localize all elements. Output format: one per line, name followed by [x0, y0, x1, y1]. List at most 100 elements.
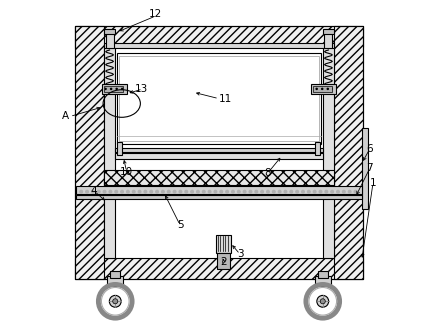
Circle shape	[97, 190, 100, 193]
Circle shape	[92, 190, 94, 193]
Text: 6: 6	[367, 144, 373, 154]
Circle shape	[309, 287, 336, 315]
Bar	[110, 271, 120, 278]
Circle shape	[185, 190, 187, 193]
Bar	[75, 26, 363, 279]
Circle shape	[237, 190, 240, 193]
Bar	[117, 53, 321, 144]
Circle shape	[290, 190, 293, 193]
Circle shape	[173, 190, 176, 193]
Circle shape	[115, 190, 117, 193]
Circle shape	[278, 190, 281, 193]
Bar	[104, 170, 334, 184]
Bar	[104, 47, 334, 258]
Circle shape	[306, 284, 339, 318]
Bar	[325, 29, 332, 48]
Circle shape	[232, 190, 234, 193]
Circle shape	[99, 284, 132, 318]
Circle shape	[261, 190, 263, 193]
Text: 7: 7	[367, 164, 373, 173]
Circle shape	[80, 190, 82, 193]
Bar	[75, 26, 104, 279]
Circle shape	[255, 190, 258, 193]
Text: A: A	[61, 112, 69, 122]
Circle shape	[191, 190, 194, 193]
Bar	[104, 43, 334, 48]
Text: 1: 1	[370, 178, 376, 188]
Circle shape	[348, 190, 351, 193]
Circle shape	[296, 190, 298, 193]
Bar	[104, 86, 124, 92]
Circle shape	[162, 190, 164, 193]
Bar	[323, 29, 334, 34]
Circle shape	[202, 190, 205, 193]
Circle shape	[325, 190, 328, 193]
Bar	[75, 258, 363, 279]
Circle shape	[156, 190, 159, 193]
Circle shape	[138, 190, 141, 193]
Bar	[314, 276, 331, 286]
Bar	[106, 29, 113, 48]
Circle shape	[132, 190, 135, 193]
Bar	[120, 56, 318, 142]
Text: 3: 3	[237, 249, 244, 259]
Circle shape	[267, 190, 269, 193]
Bar	[115, 153, 323, 159]
Bar	[107, 276, 124, 286]
Circle shape	[307, 190, 310, 193]
Circle shape	[121, 190, 124, 193]
Bar	[102, 84, 127, 94]
Circle shape	[337, 190, 339, 193]
Circle shape	[144, 190, 147, 193]
Circle shape	[197, 190, 199, 193]
Bar	[217, 253, 230, 269]
Bar	[362, 128, 368, 209]
Circle shape	[249, 190, 252, 193]
Bar	[216, 235, 231, 253]
Circle shape	[226, 190, 228, 193]
Circle shape	[302, 190, 304, 193]
Circle shape	[102, 287, 129, 315]
Bar	[334, 26, 363, 279]
Circle shape	[179, 190, 182, 193]
Bar	[318, 271, 328, 278]
Circle shape	[214, 190, 217, 193]
Text: 8: 8	[264, 168, 271, 178]
Circle shape	[110, 295, 121, 307]
Circle shape	[127, 190, 129, 193]
Bar	[323, 47, 334, 258]
Bar	[117, 143, 122, 155]
Circle shape	[103, 190, 106, 193]
Bar	[314, 143, 319, 155]
Circle shape	[109, 190, 112, 193]
Bar	[311, 84, 336, 94]
Text: 2: 2	[221, 257, 227, 267]
Circle shape	[317, 295, 328, 307]
Circle shape	[320, 299, 325, 304]
Text: 10: 10	[120, 166, 133, 177]
Circle shape	[208, 190, 211, 193]
Bar	[104, 29, 115, 34]
Circle shape	[343, 190, 345, 193]
Circle shape	[331, 190, 333, 193]
Text: 12: 12	[149, 9, 162, 19]
Circle shape	[354, 190, 357, 193]
Circle shape	[319, 190, 322, 193]
Circle shape	[86, 190, 88, 193]
Text: 13: 13	[134, 84, 148, 94]
Circle shape	[150, 190, 152, 193]
Bar	[313, 86, 332, 92]
Circle shape	[113, 299, 118, 304]
Text: 11: 11	[219, 94, 232, 104]
Text: 5: 5	[177, 220, 184, 230]
Circle shape	[167, 190, 170, 193]
Bar	[75, 26, 363, 47]
Bar	[76, 195, 362, 199]
Bar	[76, 186, 362, 194]
Circle shape	[313, 190, 316, 193]
Bar	[104, 47, 115, 258]
Bar	[115, 148, 323, 152]
Circle shape	[272, 190, 275, 193]
Circle shape	[220, 190, 223, 193]
Text: 4: 4	[91, 186, 98, 196]
